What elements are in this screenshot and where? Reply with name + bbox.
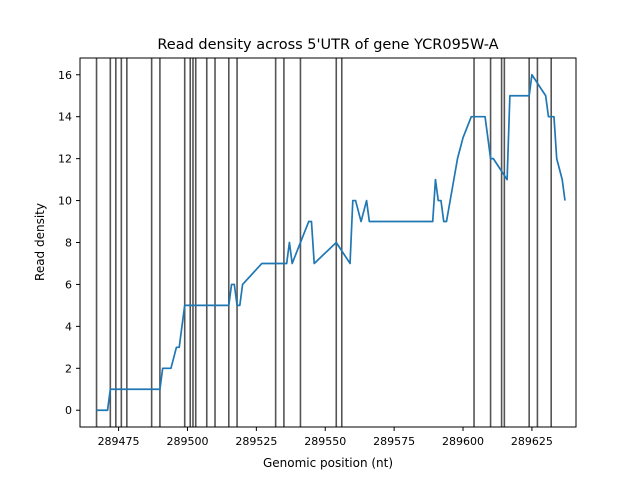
y-axis-ticks: 0 2 4 6 8 10 12 14 16	[58, 69, 80, 417]
x-tick-label: 289475	[98, 435, 140, 448]
series-line	[96, 73, 566, 412]
y-tick-label: 4	[65, 320, 72, 333]
y-axis-label: Read density	[33, 203, 47, 281]
x-tick-label: 289550	[304, 435, 346, 448]
y-tick-label: 16	[58, 69, 72, 82]
y-tick-label: 8	[65, 237, 72, 250]
chart-title: Read density across 5'UTR of gene YCR095…	[157, 37, 498, 53]
x-tick-label: 289600	[442, 435, 484, 448]
y-tick-label: 6	[65, 278, 72, 291]
x-tick-label: 289525	[235, 435, 277, 448]
y-tick-label: 12	[58, 153, 72, 166]
y-tick-label: 2	[65, 362, 72, 375]
y-tick-label: 14	[58, 111, 72, 124]
x-axis-label: Genomic position (nt)	[263, 456, 393, 470]
x-tick-label: 289575	[373, 435, 415, 448]
x-axis-ticks: 289475 289500 289525 289550 289575 289600 2896…	[98, 427, 553, 448]
x-tick-label: 289625	[511, 435, 553, 448]
y-tick-label: 0	[65, 404, 72, 417]
vertical-lines	[95, 58, 553, 427]
x-tick-label: 289500	[166, 435, 208, 448]
y-tick-label: 10	[58, 195, 72, 208]
